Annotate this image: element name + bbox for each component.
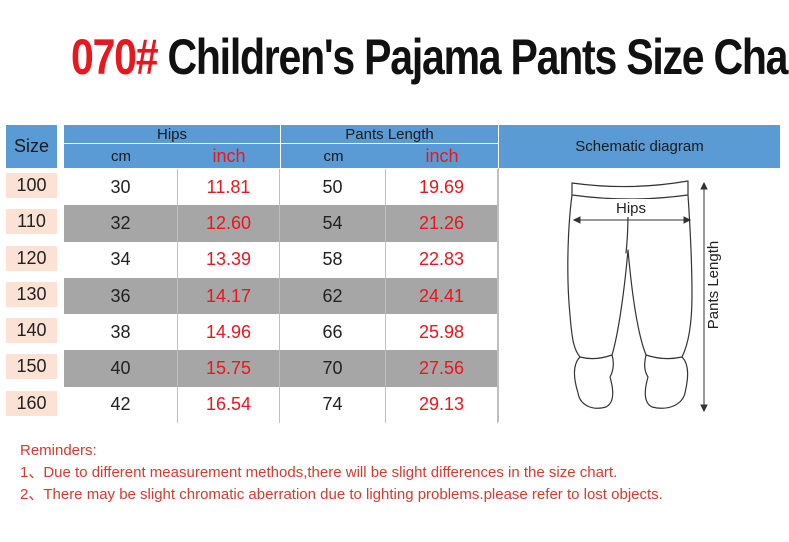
size-label: 120 xyxy=(6,245,57,271)
pants-schematic-diagram: Hips Pants Length xyxy=(567,180,722,413)
table-row: 36 14.17 62 24.41 xyxy=(64,277,498,315)
table-row: 30 11.81 50 19.69 xyxy=(64,169,498,206)
size-label: 150 xyxy=(6,354,57,380)
hips-cm: 36 xyxy=(64,277,178,315)
hips-cm: 38 xyxy=(64,314,178,351)
page-title: 070# Children's Pajama Pants Size Chart xyxy=(71,22,789,92)
length-cm: 58 xyxy=(280,241,386,278)
hips-cm: 42 xyxy=(64,386,178,424)
schematic-header: Schematic diagram xyxy=(498,125,780,168)
chart-title: Children's Pajama Pants Size Chart xyxy=(157,29,789,85)
length-cm: 50 xyxy=(280,169,386,206)
length-cm: 54 xyxy=(280,205,386,242)
size-header: Size xyxy=(6,125,57,168)
length-cm: 70 xyxy=(280,350,386,387)
product-code: 070# xyxy=(71,29,159,85)
hips-cm-header: cm xyxy=(64,144,178,168)
table-row: 34 13.39 58 22.83 xyxy=(64,241,498,278)
hips-inch: 12.60 xyxy=(178,205,280,242)
length-inch: 24.41 xyxy=(386,277,498,315)
hips-inch: 16.54 xyxy=(178,386,280,424)
length-cm: 74 xyxy=(280,386,386,424)
hips-cm: 30 xyxy=(64,169,178,206)
pants-outline-icon xyxy=(567,180,693,409)
length-inch: 19.69 xyxy=(386,169,498,206)
hips-inch: 13.39 xyxy=(178,241,280,278)
hips-inch-header: inch xyxy=(178,144,280,168)
size-label: 160 xyxy=(6,390,57,416)
length-inch: 27.56 xyxy=(386,350,498,387)
length-inch: 25.98 xyxy=(386,314,498,351)
size-label: 130 xyxy=(6,281,57,307)
size-table-body: 30 11.81 50 19.69 32 12.60 54 21.26 34 1… xyxy=(64,169,498,424)
hips-inch: 11.81 xyxy=(178,169,280,206)
length-cm-header: cm xyxy=(280,144,386,168)
table-row: 42 16.54 74 29.13 xyxy=(64,386,498,424)
size-label: 100 xyxy=(6,173,57,198)
hips-measure-line xyxy=(572,216,692,224)
hips-label: Hips xyxy=(616,200,646,217)
size-label: 140 xyxy=(6,318,57,344)
table-row: 32 12.60 54 21.26 xyxy=(64,205,498,242)
hips-inch: 14.96 xyxy=(178,314,280,351)
size-label: 110 xyxy=(6,209,57,235)
reminder-1: 1、Due to different measurement methods,t… xyxy=(20,464,618,481)
length-inch: 22.83 xyxy=(386,241,498,278)
hips-label-bg xyxy=(610,199,652,217)
reminders-heading: Reminders: xyxy=(20,442,97,459)
size-column: 100 110 120 130 140 150 160 xyxy=(6,173,57,427)
hips-inch: 15.75 xyxy=(178,350,280,387)
length-inch-header: inch xyxy=(386,144,498,168)
length-cm: 66 xyxy=(280,314,386,351)
pants-length-label: Pants Length xyxy=(705,241,722,329)
reminders: Reminders: 1、Due to different measuremen… xyxy=(20,440,663,506)
table-divider xyxy=(498,168,499,422)
table-row: 38 14.96 66 25.98 xyxy=(64,314,498,351)
pants-length-header: Pants Length xyxy=(280,125,498,144)
hips-cm: 34 xyxy=(64,241,178,278)
reminder-2: 2、There may be slight chromatic aberrati… xyxy=(20,486,663,503)
hips-inch: 14.17 xyxy=(178,277,280,315)
length-measure-line xyxy=(700,181,708,413)
hips-header: Hips xyxy=(64,125,280,144)
hips-cm: 32 xyxy=(64,205,178,242)
length-inch: 21.26 xyxy=(386,205,498,242)
hips-cm: 40 xyxy=(64,350,178,387)
length-cm: 62 xyxy=(280,277,386,315)
length-inch: 29.13 xyxy=(386,386,498,424)
table-row: 40 15.75 70 27.56 xyxy=(64,350,498,387)
